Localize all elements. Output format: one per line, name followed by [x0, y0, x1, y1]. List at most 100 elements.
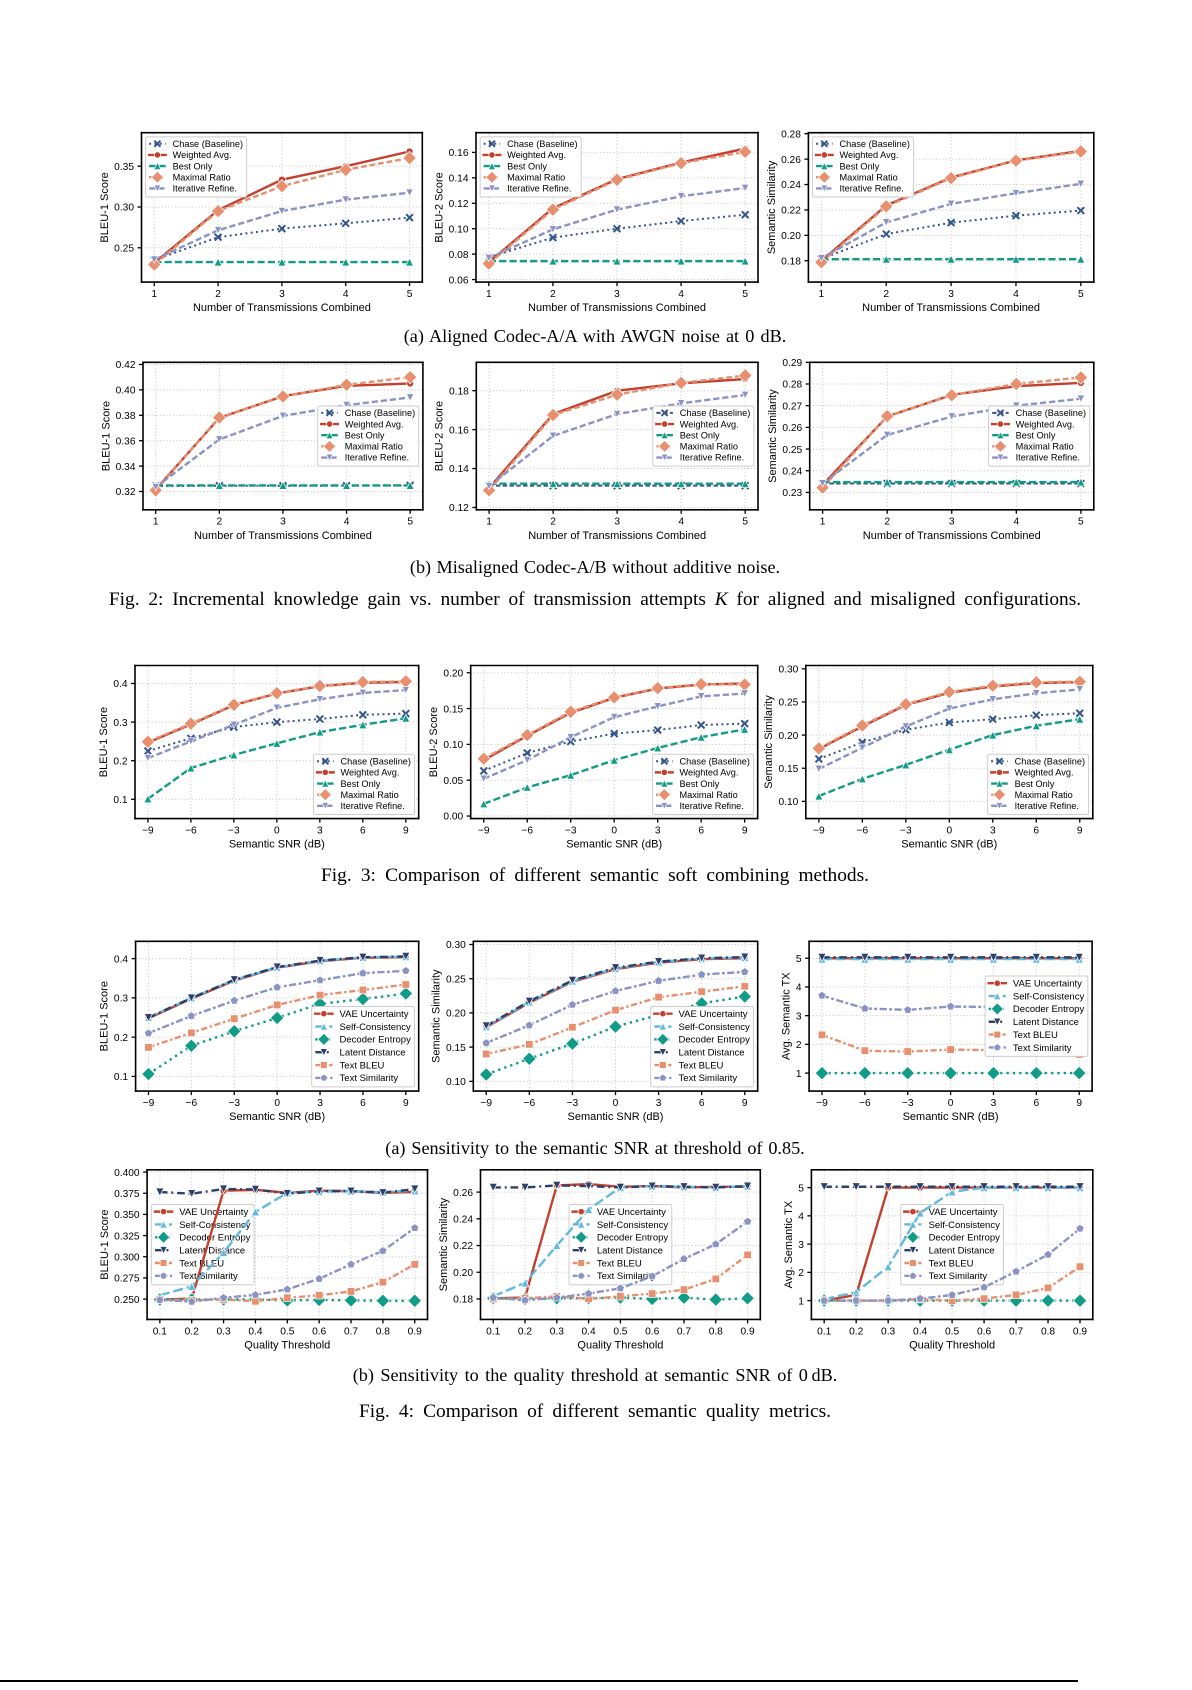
- svg-text:0.275: 0.275: [114, 1274, 140, 1285]
- svg-text:0: 0: [274, 1098, 280, 1109]
- svg-text:Self-Consistency: Self-Consistency: [179, 1220, 251, 1231]
- svg-text:0.9: 0.9: [1073, 1326, 1087, 1337]
- svg-text:Text BLEU: Text BLEU: [929, 1258, 974, 1269]
- svg-text:Best Only: Best Only: [345, 430, 385, 440]
- svg-text:Iterative Refine.: Iterative Refine.: [173, 184, 237, 194]
- svg-text:Iterative Refine.: Iterative Refine.: [345, 453, 409, 463]
- svg-text:0.2: 0.2: [518, 1326, 532, 1337]
- svg-text:0.3: 0.3: [114, 994, 128, 1005]
- svg-text:Semantic SNR (dB): Semantic SNR (dB): [903, 1111, 999, 1123]
- svg-text:−9: −9: [480, 1098, 492, 1109]
- svg-text:3: 3: [990, 825, 996, 836]
- svg-text:0.3: 0.3: [216, 1326, 230, 1337]
- svg-text:Text BLEU: Text BLEU: [340, 1060, 385, 1071]
- svg-text:0.250: 0.250: [114, 1295, 140, 1306]
- svg-text:0.3: 0.3: [113, 718, 127, 729]
- svg-text:9: 9: [403, 1098, 409, 1109]
- svg-text:Latent Distance: Latent Distance: [929, 1245, 995, 1256]
- svg-text:0.20: 0.20: [443, 668, 463, 679]
- svg-text:−3: −3: [565, 825, 577, 836]
- svg-text:−6: −6: [185, 825, 197, 836]
- svg-text:BLEU-1 Score: BLEU-1 Score: [99, 1209, 111, 1279]
- svg-text:Latent Distance: Latent Distance: [179, 1245, 245, 1256]
- svg-text:0.20: 0.20: [446, 1009, 466, 1020]
- svg-text:Number of Transmissions Combin: Number of Transmissions Combined: [862, 302, 1040, 314]
- svg-text:0.32: 0.32: [116, 487, 136, 498]
- svg-text:−9: −9: [813, 825, 825, 836]
- svg-text:BLEU-1 Score: BLEU-1 Score: [99, 172, 111, 242]
- svg-text:BLEU-2 Score: BLEU-2 Score: [428, 707, 440, 777]
- svg-text:0.23: 0.23: [782, 488, 802, 499]
- svg-text:Text Similarity: Text Similarity: [179, 1271, 238, 1282]
- svg-text:0.400: 0.400: [114, 1168, 140, 1179]
- svg-text:Number of Transmissions Combin: Number of Transmissions Combined: [194, 530, 372, 542]
- svg-text:BLEU-2 Score: BLEU-2 Score: [433, 172, 445, 242]
- svg-text:0.20: 0.20: [778, 731, 798, 742]
- svg-text:0: 0: [946, 825, 952, 836]
- svg-text:0.7: 0.7: [1009, 1326, 1023, 1337]
- svg-text:0.00: 0.00: [443, 812, 463, 823]
- svg-text:3: 3: [656, 1098, 662, 1109]
- svg-text:Best Only: Best Only: [1016, 430, 1056, 440]
- svg-text:Weighted Avg.: Weighted Avg.: [507, 150, 566, 160]
- svg-text:Best Only: Best Only: [1015, 779, 1055, 789]
- svg-text:1: 1: [151, 289, 157, 300]
- svg-text:3: 3: [279, 289, 285, 300]
- svg-text:0.29: 0.29: [782, 358, 802, 369]
- svg-text:Number of Transmissions Combin: Number of Transmissions Combined: [528, 302, 706, 314]
- svg-text:0.15: 0.15: [446, 1043, 466, 1054]
- svg-text:3: 3: [655, 825, 661, 836]
- svg-text:−6: −6: [186, 1098, 198, 1109]
- svg-text:Decoder Entropy: Decoder Entropy: [597, 1233, 669, 1244]
- svg-text:−3: −3: [900, 825, 912, 836]
- svg-text:0.24: 0.24: [782, 466, 802, 477]
- svg-text:0.28: 0.28: [782, 380, 802, 391]
- svg-text:Latent Distance: Latent Distance: [597, 1245, 663, 1256]
- svg-text:Semantic SNR (dB): Semantic SNR (dB): [566, 839, 662, 851]
- svg-text:Decoder Entropy: Decoder Entropy: [340, 1035, 412, 1046]
- svg-text:0.10: 0.10: [446, 1077, 466, 1088]
- svg-text:Semantic Similarity: Semantic Similarity: [767, 389, 779, 483]
- svg-text:0.4: 0.4: [248, 1326, 262, 1337]
- svg-text:Semantic Similarity: Semantic Similarity: [763, 695, 775, 789]
- svg-text:3: 3: [614, 289, 620, 300]
- svg-text:0.12: 0.12: [449, 503, 469, 514]
- svg-text:0.25: 0.25: [782, 445, 802, 456]
- svg-text:Chase (Baseline): Chase (Baseline): [341, 756, 411, 766]
- svg-text:0.10: 0.10: [778, 797, 798, 808]
- svg-text:Maximal Ratio: Maximal Ratio: [173, 172, 231, 182]
- svg-text:0.15: 0.15: [778, 764, 798, 775]
- svg-text:0.18: 0.18: [453, 1295, 473, 1306]
- svg-text:Iterative Refine.: Iterative Refine.: [1016, 453, 1080, 463]
- svg-text:−9: −9: [816, 1098, 828, 1109]
- svg-text:Semantic Similarity: Semantic Similarity: [431, 969, 443, 1063]
- svg-text:Avg. Semantic TX: Avg. Semantic TX: [783, 1200, 795, 1288]
- svg-text:0.4: 0.4: [913, 1326, 927, 1337]
- svg-text:BLEU-1 Score: BLEU-1 Score: [99, 981, 111, 1051]
- svg-text:0.10: 0.10: [449, 224, 469, 235]
- svg-text:0.05: 0.05: [443, 776, 463, 787]
- svg-text:0.30: 0.30: [446, 940, 466, 951]
- svg-text:Best Only: Best Only: [839, 161, 879, 171]
- svg-text:Best Only: Best Only: [507, 161, 547, 171]
- svg-text:Chase (Baseline): Chase (Baseline): [173, 139, 243, 149]
- svg-text:0.1: 0.1: [153, 1326, 167, 1337]
- svg-text:3: 3: [948, 289, 954, 300]
- svg-text:0.2: 0.2: [114, 1033, 128, 1044]
- svg-text:5: 5: [407, 289, 413, 300]
- svg-text:4: 4: [796, 983, 802, 994]
- svg-text:6: 6: [1034, 1098, 1040, 1109]
- svg-text:1: 1: [486, 517, 492, 528]
- svg-text:1: 1: [796, 1069, 802, 1080]
- svg-text:0.6: 0.6: [977, 1326, 991, 1337]
- svg-text:0.22: 0.22: [781, 206, 801, 217]
- svg-text:−3: −3: [902, 1098, 914, 1109]
- svg-text:Semantic SNR (dB): Semantic SNR (dB): [568, 1111, 664, 1123]
- svg-text:4: 4: [1013, 517, 1019, 528]
- svg-text:Text Similarity: Text Similarity: [1013, 1043, 1072, 1054]
- svg-text:Semantic SNR (dB): Semantic SNR (dB): [229, 1111, 325, 1123]
- svg-text:3: 3: [614, 517, 620, 528]
- svg-text:BLEU-1 Score: BLEU-1 Score: [100, 401, 112, 471]
- svg-text:4: 4: [678, 289, 684, 300]
- svg-text:0.6: 0.6: [312, 1326, 326, 1337]
